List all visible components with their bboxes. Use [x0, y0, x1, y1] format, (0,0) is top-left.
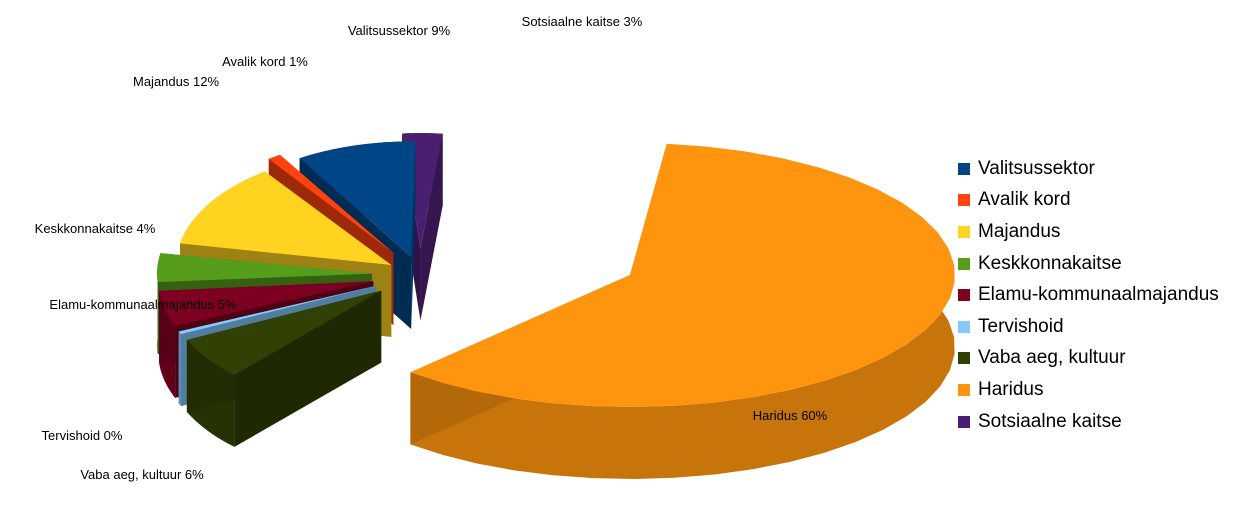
slice-top	[186, 290, 382, 375]
legend-swatch	[958, 352, 970, 365]
legend-item-elamu-kommunaalmajandus: Elamu-kommunaalmajandus	[958, 279, 1219, 311]
legend-item-tervishoid: Tervishoid	[958, 311, 1219, 343]
slice-wall	[411, 141, 416, 329]
legend-swatch	[958, 225, 970, 238]
slice-label-valitsussektor: Valitsussektor 9%	[348, 23, 451, 38]
slice-label-avalik-kord: Avalik kord 1%	[222, 54, 308, 69]
slice-wall	[420, 133, 443, 321]
legend-item-haridus: Haridus	[958, 374, 1219, 406]
legend-swatch	[958, 289, 970, 302]
legend-item-avalik-kord: Avalik kord	[958, 185, 1219, 217]
slice-label-tervishoid: Tervishoid 0%	[42, 428, 123, 443]
pie-slice-haridus	[410, 143, 955, 479]
legend-label: Majandus	[978, 220, 1061, 242]
legend-swatch	[958, 194, 970, 207]
slice-wall	[234, 290, 382, 447]
slice-top	[159, 281, 374, 326]
slice-top	[157, 253, 373, 283]
slice-top	[268, 154, 394, 254]
legend-label: Vaba aeg, kultuur	[978, 347, 1126, 369]
slice-label-majandus: Majandus 12%	[133, 74, 219, 89]
legend-item-sotsiaalne-kaitse: Sotsiaalne kaitse	[958, 406, 1219, 438]
slice-label-keskkonnakaitse: Keskkonnakaitse 4%	[35, 221, 156, 236]
legend-item-majandus: Majandus	[958, 216, 1219, 248]
slice-top	[410, 143, 955, 407]
slice-label-elamu-kommunaalmajandus: Elamu-kommunaalmajandus 5%	[49, 297, 237, 312]
legend-item-vaba-aeg-kultuur: Vaba aeg, kultuur	[958, 343, 1219, 375]
legend-swatch	[958, 257, 970, 270]
legend-swatch	[958, 383, 970, 396]
pie-slice-vaba-aeg-kultuur	[186, 290, 382, 447]
pie-slices	[157, 133, 955, 479]
slice-label-vaba-aeg-kultuur: Vaba aeg, kultuur 6%	[80, 467, 204, 482]
legend-item-valitsussektor: Valitsussektor	[958, 153, 1219, 185]
chart-legend: Valitsussektor Avalik kord Majandus Kesk…	[958, 153, 1219, 437]
legend-label: Tervishoid	[978, 315, 1064, 337]
legend-swatch	[958, 415, 970, 428]
legend-swatch	[958, 320, 970, 333]
slice-label-sotsiaalne-kaitse: Sotsiaalne kaitse 3%	[522, 14, 643, 29]
legend-label: Valitsussektor	[978, 157, 1095, 179]
slice-top	[180, 171, 392, 265]
slice-labels: Valitsussektor 9% Avalik kord 1%Majandus …	[35, 14, 828, 482]
legend-label: Elamu-kommunaalmajandus	[978, 284, 1219, 306]
legend-label: Keskkonnakaitse	[978, 252, 1122, 274]
slice-top	[299, 141, 416, 257]
legend-swatch	[958, 162, 970, 175]
slice-top	[178, 285, 377, 335]
slice-label-haridus: Haridus 60%	[753, 408, 828, 423]
legend-label: Haridus	[978, 378, 1044, 400]
legend-label: Sotsiaalne kaitse	[978, 410, 1122, 432]
legend-item-keskkonnakaitse: Keskkonnakaitse	[958, 248, 1219, 280]
legend-label: Avalik kord	[978, 189, 1071, 211]
